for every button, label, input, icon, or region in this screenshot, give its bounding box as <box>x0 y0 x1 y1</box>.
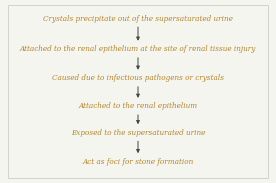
Text: Act as foci for stone formation: Act as foci for stone formation <box>82 158 194 166</box>
Text: Crystals precipitate out of the supersaturated urine: Crystals precipitate out of the supersat… <box>43 15 233 23</box>
Text: Caused due to infectious pathogens or crystals: Caused due to infectious pathogens or cr… <box>52 74 224 82</box>
Text: Exposed to the supersaturated urine: Exposed to the supersaturated urine <box>71 129 205 137</box>
Text: Attached to the renal epithelium at the site of renal tissue injury: Attached to the renal epithelium at the … <box>20 45 256 53</box>
Text: Attached to the renal epithelium: Attached to the renal epithelium <box>78 102 198 110</box>
